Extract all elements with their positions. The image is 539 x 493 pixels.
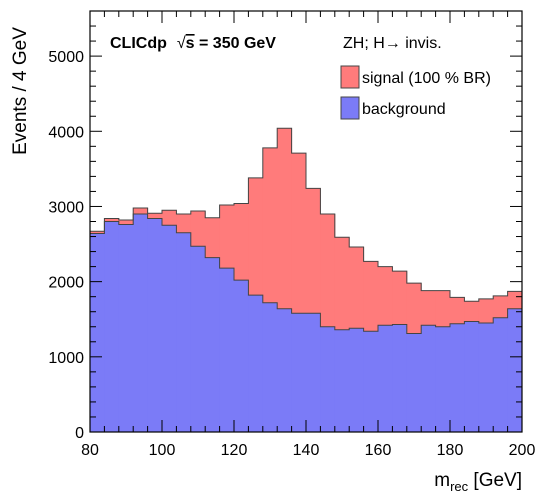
energy-value: = 350 GeV	[195, 35, 277, 52]
background-bar	[493, 317, 509, 432]
background-bar	[176, 232, 192, 432]
background-bar	[118, 224, 134, 432]
signal-bar	[219, 204, 235, 269]
background-bar	[392, 324, 408, 432]
energy-root-symbol: √	[177, 35, 186, 52]
signal-bar	[248, 177, 264, 296]
x-tick-label: 120	[221, 442, 248, 459]
axes-layer: 80 100 120 140 160 180 20001000200030004000500…	[48, 10, 536, 459]
background-bar	[421, 325, 437, 432]
background-bar	[291, 313, 307, 432]
x-axis-label: mrec [GeV]	[434, 470, 522, 493]
background-bar	[219, 268, 235, 432]
y-axis-label: Events / 4 GeV	[10, 27, 31, 155]
background-bar	[277, 308, 293, 432]
background-bar	[306, 313, 321, 432]
experiment-label: CLICdp √s = 350 GeV	[110, 35, 276, 52]
signal-bar	[378, 266, 393, 326]
signal-outline	[90, 127, 522, 302]
x-tick-label: 100	[149, 442, 176, 459]
background-bar	[378, 325, 393, 432]
legend-label: background	[362, 101, 446, 118]
signal-bar	[190, 210, 206, 247]
background-bar	[147, 218, 163, 432]
signal-bar	[205, 217, 221, 258]
legend-swatch	[340, 96, 360, 120]
background-bar	[464, 321, 480, 432]
signal-bar	[334, 237, 350, 330]
signal-bar	[478, 298, 494, 323]
histogram-layer	[90, 127, 523, 432]
signal-bar	[421, 290, 437, 326]
background-bar	[133, 213, 149, 432]
background-bar	[262, 302, 278, 432]
experiment-name: CLICdp	[110, 35, 167, 52]
signal-bar	[406, 283, 422, 334]
signal-bar	[450, 297, 465, 324]
signal-bar	[435, 290, 451, 327]
background-bar	[205, 257, 221, 432]
y-tick-label: 0	[75, 425, 84, 442]
background-bar	[334, 329, 350, 432]
background-outline	[90, 213, 523, 335]
signal-bar	[320, 213, 336, 327]
signal-bar	[507, 291, 523, 309]
signal-bar	[147, 213, 163, 219]
signal-bar	[262, 147, 278, 303]
x-tick-label: 180	[437, 442, 464, 459]
signal-bar	[306, 188, 321, 314]
signal-bar	[464, 301, 480, 322]
signal-bar	[118, 219, 134, 225]
background-bar	[234, 280, 249, 432]
y-tick-label: 1000	[48, 350, 84, 367]
signal-bar	[104, 218, 120, 222]
background-bar	[349, 328, 365, 432]
background-bar	[450, 323, 465, 432]
legend: signal (100 % BR) background	[340, 65, 491, 120]
energy-variable: s	[186, 35, 195, 52]
background-bar	[406, 333, 422, 432]
x-tick-label: 200	[509, 442, 536, 459]
x-axis-label-sub: rec	[450, 479, 469, 493]
signal-bar	[234, 203, 249, 281]
background-bar	[507, 308, 523, 432]
signal-bar	[277, 128, 293, 309]
signal-bar	[162, 210, 177, 226]
y-tick-label: 3000	[48, 199, 84, 216]
background-bar	[190, 246, 206, 432]
x-tick-label: 80	[81, 442, 99, 459]
signal-bar	[176, 213, 192, 233]
signal-bar	[133, 207, 149, 214]
background-bar	[363, 331, 379, 432]
background-bar	[248, 295, 264, 432]
background-bar	[435, 326, 451, 432]
x-axis-label-unit: [GeV]	[468, 470, 522, 491]
x-tick-label: 140	[293, 442, 320, 459]
signal-bar	[493, 295, 509, 318]
signal-bar	[349, 247, 365, 329]
background-bar	[478, 322, 494, 432]
y-tick-label: 2000	[48, 275, 84, 292]
background-bar	[104, 221, 120, 432]
legend-swatch	[340, 65, 360, 89]
x-tick-label: 160	[365, 442, 392, 459]
background-bar	[90, 233, 105, 432]
signal-bar	[90, 231, 105, 234]
y-tick-label: 4000	[48, 124, 84, 141]
signal-bar	[392, 271, 408, 325]
legend-label: signal (100 % BR)	[362, 70, 491, 87]
x-axis-label-main: m	[434, 470, 450, 491]
y-tick-label: 5000	[48, 49, 84, 66]
process-label: ZH; H→ invis.	[343, 35, 442, 52]
signal-bar	[291, 153, 307, 314]
signal-bar	[363, 261, 379, 332]
background-bar	[320, 326, 336, 432]
background-bar	[162, 225, 177, 432]
